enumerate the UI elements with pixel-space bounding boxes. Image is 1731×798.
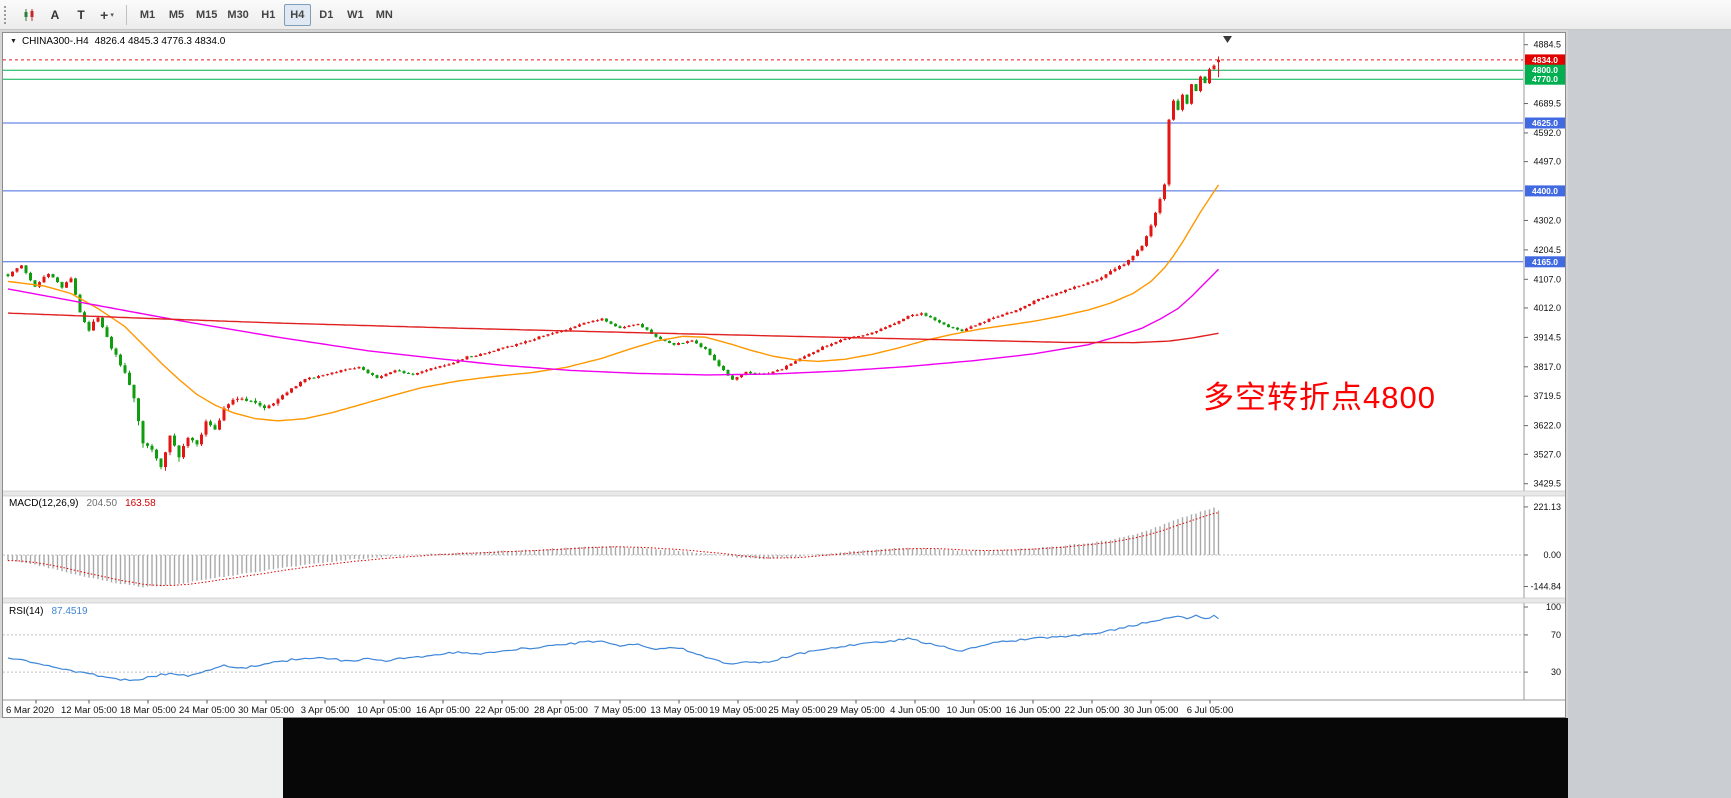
svg-text:4012.0: 4012.0 (1533, 303, 1561, 313)
svg-text:12 Mar 05:00: 12 Mar 05:00 (61, 705, 117, 716)
chevron-down-icon: ▾ (110, 11, 114, 19)
time-axis[interactable]: 6 Mar 2020 12 Mar 05:00 18 Mar 05:00 24 Mar… (2, 699, 1566, 716)
svg-text:70: 70 (1551, 630, 1561, 640)
svg-text:100: 100 (1546, 602, 1561, 612)
rsi-pane (3, 614, 1523, 682)
top-toolbar: A T + ▾ M1 M5 M15 M30 H1 H4 D1 W1 MN (0, 0, 1731, 30)
svg-text:6 Mar 2020: 6 Mar 2020 (6, 705, 54, 716)
svg-text:221.13: 221.13 (1533, 502, 1561, 512)
svg-text:3719.5: 3719.5 (1533, 391, 1561, 401)
timeframe-m30-button[interactable]: M30 (223, 4, 252, 26)
svg-text:4497.0: 4497.0 (1533, 157, 1561, 167)
svg-text:4107.0: 4107.0 (1533, 274, 1561, 284)
svg-text:3914.5: 3914.5 (1533, 332, 1561, 342)
toolbar-grip-handle[interactable] (4, 5, 11, 24)
ma-line-fast-orange (7, 184, 1220, 422)
svg-text:28 Apr 05:00: 28 Apr 05:00 (534, 705, 588, 716)
svg-text:3817.0: 3817.0 (1533, 362, 1561, 372)
timeframe-m5-button[interactable]: M5 (163, 4, 190, 26)
bottom-strip-black (283, 718, 1568, 798)
svg-text:4770.0: 4770.0 (1532, 74, 1558, 84)
moving-averages (3, 59, 1523, 422)
workspace-background (1568, 30, 1731, 798)
svg-text:25 May 05:00: 25 May 05:00 (768, 705, 826, 716)
candles-group (6, 56, 1220, 471)
macd-pane (3, 507, 1523, 588)
svg-text:4 Jun 05:00: 4 Jun 05:00 (890, 705, 940, 716)
svg-text:19 May 05:00: 19 May 05:00 (709, 705, 767, 716)
svg-text:18 Mar 05:00: 18 Mar 05:00 (120, 705, 176, 716)
svg-text:3 Apr 05:00: 3 Apr 05:00 (301, 705, 350, 716)
timeframe-w1-button[interactable]: W1 (342, 4, 369, 26)
svg-text:3429.5: 3429.5 (1533, 479, 1561, 489)
svg-text:4689.5: 4689.5 (1533, 99, 1561, 109)
svg-text:24 Mar 05:00: 24 Mar 05:00 (179, 705, 235, 716)
toolbar-separator (126, 4, 127, 25)
svg-text:3527.0: 3527.0 (1533, 449, 1561, 459)
svg-text:29 May 05:00: 29 May 05:00 (827, 705, 885, 716)
svg-text:22 Apr 05:00: 22 Apr 05:00 (475, 705, 529, 716)
svg-text:7 May 05:00: 7 May 05:00 (594, 705, 646, 716)
svg-text:4302.0: 4302.0 (1533, 215, 1561, 225)
chart-window[interactable]: 4884.5 4689.5 4592.0 4497.0 4302.0 4204.5 4107… (2, 32, 1566, 718)
timeframe-button-group: M1 M5 M15 M30 H1 H4 D1 W1 MN (133, 3, 399, 26)
svg-text:6 Jul 05:00: 6 Jul 05:00 (1187, 705, 1233, 716)
svg-text:4165.0: 4165.0 (1532, 257, 1558, 267)
ma-line-slow-red (7, 312, 1219, 344)
crosshair-icon: + (100, 6, 109, 23)
svg-text:16 Apr 05:00: 16 Apr 05:00 (416, 705, 470, 716)
svg-text:4204.5: 4204.5 (1533, 245, 1561, 255)
svg-text:30 Mar 05:00: 30 Mar 05:00 (238, 705, 294, 716)
text-tool-button[interactable]: T (69, 4, 93, 26)
svg-text:30: 30 (1551, 667, 1561, 677)
timeframe-h1-button[interactable]: H1 (255, 4, 282, 26)
svg-text:10 Jun 05:00: 10 Jun 05:00 (947, 705, 1002, 716)
svg-text:4884.5: 4884.5 (1533, 40, 1561, 50)
svg-text:3622.0: 3622.0 (1533, 421, 1561, 431)
svg-text:-144.84: -144.84 (1530, 581, 1561, 591)
horizontal-lines[interactable] (3, 69, 1523, 263)
chart-shift-marker-icon[interactable] (1223, 36, 1232, 43)
candlestick-icon (24, 8, 34, 21)
rsi-line (7, 614, 1219, 682)
svg-text:4625.0: 4625.0 (1532, 118, 1558, 128)
candlestick-chart-button[interactable] (17, 4, 41, 26)
font-a-button[interactable]: A (43, 4, 67, 26)
ma-line-mid-magenta (7, 268, 1220, 376)
bottom-strip-left (0, 718, 283, 798)
svg-text:4592.0: 4592.0 (1533, 128, 1561, 138)
crosshair-tool-button[interactable]: + ▾ (95, 4, 119, 26)
svg-text:13 May 05:00: 13 May 05:00 (650, 705, 708, 716)
timeframe-h4-button[interactable]: H4 (283, 3, 311, 26)
timeframe-d1-button[interactable]: D1 (313, 4, 340, 26)
price-axis[interactable]: 4884.5 4689.5 4592.0 4497.0 4302.0 4204.5 4107… (1523, 32, 1565, 700)
macd-signal-line (8, 512, 1219, 587)
svg-text:22 Jun 05:00: 22 Jun 05:00 (1065, 705, 1120, 716)
svg-text:10 Apr 05:00: 10 Apr 05:00 (357, 705, 411, 716)
timeframe-m1-button[interactable]: M1 (134, 4, 161, 26)
svg-text:4834.0: 4834.0 (1532, 55, 1558, 65)
timeframe-m15-button[interactable]: M15 (192, 4, 221, 26)
svg-text:16 Jun 05:00: 16 Jun 05:00 (1006, 705, 1061, 716)
svg-text:4800.0: 4800.0 (1532, 65, 1558, 75)
svg-text:4400.0: 4400.0 (1532, 186, 1558, 196)
svg-text:0.00: 0.00 (1543, 550, 1561, 560)
svg-text:30 Jun 05:00: 30 Jun 05:00 (1124, 705, 1179, 716)
timeframe-mn-button[interactable]: MN (371, 4, 398, 26)
